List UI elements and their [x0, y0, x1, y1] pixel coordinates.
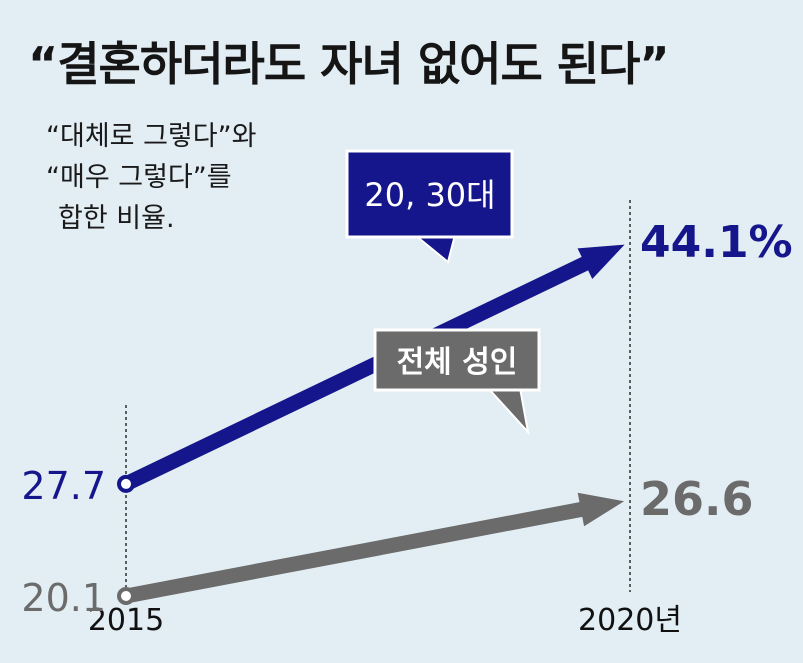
series-layer — [117, 244, 625, 606]
series-arrowhead-all-adults — [577, 492, 625, 527]
note-line-2: “매우 그렇다”를 — [46, 162, 232, 193]
series-line-all-adults — [124, 501, 585, 604]
end-value-label-all-adults: 26.6 — [640, 472, 754, 526]
series-arrowhead-age-20-30 — [577, 244, 625, 279]
callout-pointer-age-20-30 — [412, 234, 457, 264]
note-line-1: “대체로 그렇다”와 — [46, 121, 257, 152]
legend-label-age-20-30: 20, 30대 — [364, 176, 495, 214]
x-tick-2020: 2020년 — [578, 603, 682, 638]
chart-note: “대체로 그렇다”와 “매우 그렇다”를 합한 비율. — [46, 116, 256, 239]
callout-box-all-adults — [373, 328, 541, 392]
series-line-age-20-30 — [122, 256, 590, 491]
series-start-point-age-20-30 — [117, 474, 135, 493]
x-tick-2015: 2015 — [88, 603, 164, 638]
chart-title: “결혼하더라도 자녀 없어도 된다” — [28, 37, 670, 91]
callout-pointer-all-adults — [485, 387, 530, 436]
callout-box-age-20-30 — [345, 149, 514, 239]
note-line-3: 합한 비율. — [58, 203, 175, 234]
start-value-label-all-adults: 20.1 — [21, 576, 106, 620]
end-value-label-age-20-30: 44.1% — [640, 217, 793, 268]
series-start-point-all-adults — [117, 587, 135, 606]
start-value-label-age-20-30: 27.7 — [21, 464, 106, 508]
legend-label-all-adults: 전체 성인 — [397, 345, 518, 380]
